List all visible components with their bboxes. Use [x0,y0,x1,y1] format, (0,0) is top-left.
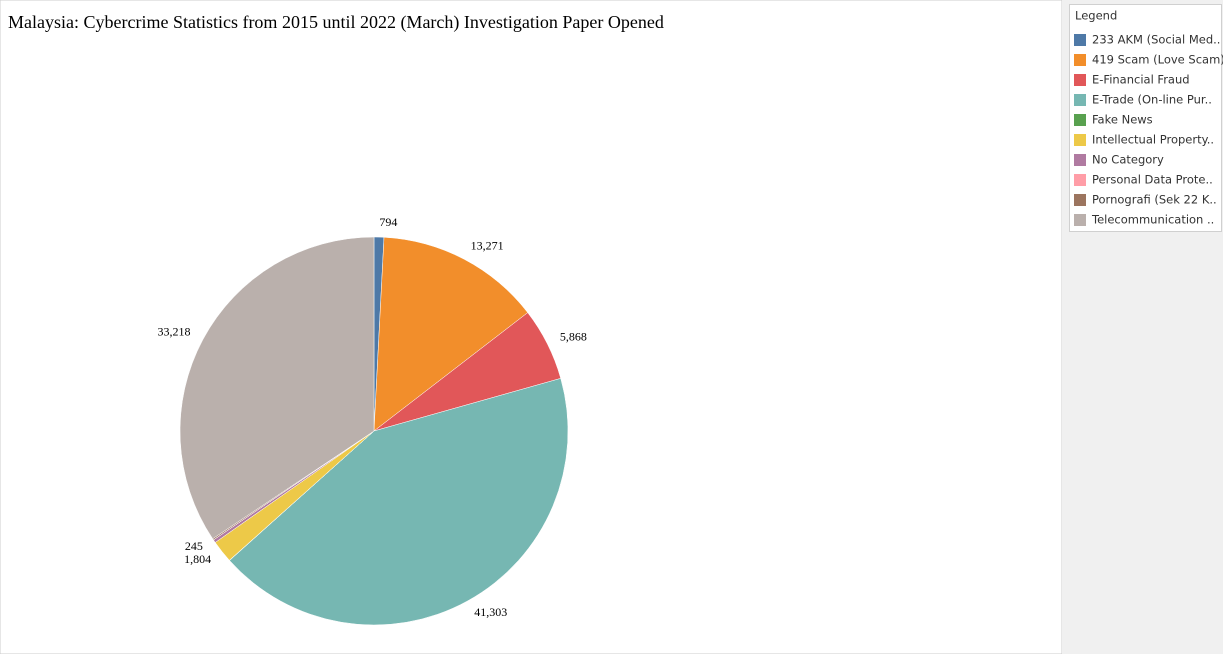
pie-slice [179,236,375,540]
legend-label: E-Trade (On-line Pur.. [1092,93,1212,107]
legend-swatch [1074,134,1086,146]
data-label: 13,271 [471,239,504,253]
legend-label: No Category [1092,153,1164,167]
legend-swatch [1074,194,1086,206]
legend-swatch [1074,94,1086,106]
legend-swatch [1074,34,1086,46]
legend-label: Fake News [1092,113,1153,127]
data-label: 794 [379,215,397,229]
legend-label: E-Financial Fraud [1092,73,1190,87]
legend-label: Intellectual Property.. [1092,133,1214,147]
legend-title: Legend [1075,9,1117,23]
legend-swatch [1074,114,1086,126]
pie-slice [373,236,529,432]
data-label: 41,303 [474,605,507,619]
legend-swatch [1074,214,1086,226]
data-label: 33,218 [158,325,191,339]
legend-label: Personal Data Prote.. [1092,173,1213,187]
legend-swatch [1074,154,1086,166]
chart-title: Malaysia: Cybercrime Statistics from 201… [8,12,664,33]
legend-label: 233 AKM (Social Med.. [1092,33,1220,47]
legend-swatch [1074,54,1086,66]
legend-label: Pornografi (Sek 22 K.. [1092,193,1217,207]
pie-slice [229,378,569,626]
data-label: 1,804 [184,552,211,566]
legend-box [1069,4,1222,232]
legend-swatch [1074,174,1086,186]
data-label: 5,868 [560,329,587,343]
data-label: 245 [185,539,203,553]
legend-swatch [1074,74,1086,86]
legend-label: Telecommunication .. [1091,213,1214,227]
legend-label: 419 Scam (Love Scam) [1092,53,1223,67]
